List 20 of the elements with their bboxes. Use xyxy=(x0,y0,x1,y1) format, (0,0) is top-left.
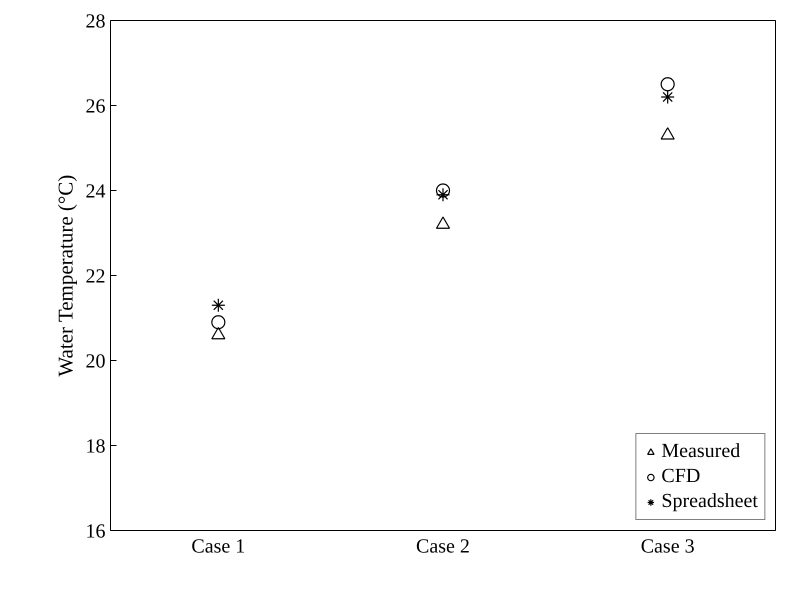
y-tick-label: 22 xyxy=(86,266,106,288)
y-tick-label: 20 xyxy=(86,350,106,372)
y-tick-label: 28 xyxy=(86,10,106,32)
point xyxy=(211,298,226,312)
legend-label: Spreadsheet xyxy=(661,490,758,513)
point xyxy=(660,90,675,104)
y-axis-title: Water Temperature (°C) xyxy=(54,174,78,377)
y-tick-label: 26 xyxy=(86,96,106,118)
x-tick-label: Case 3 xyxy=(640,536,695,558)
legend-label: CFD xyxy=(661,465,700,488)
point xyxy=(436,188,450,202)
y-tick-label: 24 xyxy=(86,180,106,202)
point xyxy=(436,183,450,198)
point xyxy=(660,77,675,92)
y-tick-label: 16 xyxy=(86,520,106,542)
point xyxy=(211,315,226,330)
y-tick-label: 18 xyxy=(86,436,106,458)
x-tick-label: Case 2 xyxy=(416,536,470,558)
x-tick-label: Case 1 xyxy=(191,536,246,558)
legend-label: Measured xyxy=(661,440,740,463)
